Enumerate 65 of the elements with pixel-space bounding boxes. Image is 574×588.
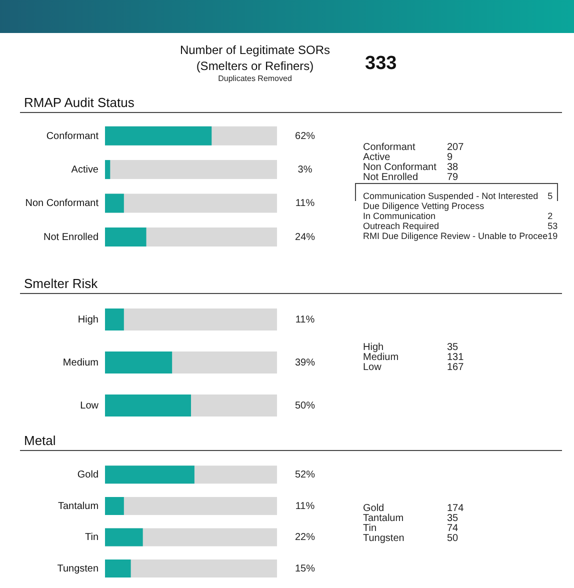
category-label: In Communication	[363, 211, 437, 221]
data-label: 2	[548, 211, 554, 221]
category-label: Not Enrolled	[363, 172, 420, 183]
category-label: Tin	[363, 523, 378, 534]
category-label: Communication Suspended - Not Interested	[363, 191, 540, 201]
category-label: Gold	[363, 503, 384, 514]
chart-title: RMAP Audit Status	[20, 95, 562, 113]
data-label: 79	[447, 172, 460, 183]
data-label: 52%	[294, 470, 316, 481]
data-label: 35	[447, 513, 460, 524]
y-tick-label: Non Conformant	[25, 198, 99, 210]
y-tick-label: Tungsten	[57, 564, 99, 575]
data-label: 207	[447, 142, 464, 153]
text: 333	[365, 53, 397, 75]
category-label: Active	[363, 152, 390, 163]
bar	[105, 227, 146, 246]
chart-title: Metal	[20, 433, 562, 451]
category-label: Outreach Required	[363, 221, 440, 231]
text: Duplicates Removed	[217, 74, 293, 83]
y-tick-label: Conformant	[46, 130, 99, 142]
y-tick-label: Tantalum	[58, 500, 99, 512]
data-label: 11%	[295, 500, 315, 512]
text: Number of Legitimate SORs (Smelters or Refiners)	[178, 42, 332, 74]
data-label: 22%	[294, 532, 316, 544]
y-tick-label: Gold	[77, 470, 99, 481]
data-label: 19	[548, 231, 558, 241]
y-tick-label: Low	[80, 400, 100, 412]
data-label: 167	[447, 362, 464, 373]
y-tick-label: High	[78, 314, 98, 326]
data-label: 24%	[295, 232, 316, 243]
category-label: Conformant	[363, 142, 416, 153]
category-label: Non Conformant	[363, 162, 438, 173]
data-label: 174	[447, 503, 464, 514]
data-label: 15%	[294, 564, 316, 575]
bar	[105, 560, 131, 578]
y-tick-label: Not Enrolled	[44, 232, 98, 243]
bar	[105, 528, 143, 546]
data-label: 50	[447, 533, 460, 544]
data-label: 74	[447, 523, 460, 534]
data-label: 11%	[295, 198, 315, 210]
data-label: 35	[447, 342, 460, 353]
bar	[105, 160, 110, 180]
data-label: 9	[447, 152, 454, 163]
y-tick-label: Medium	[62, 358, 98, 368]
data-label: 39%	[294, 358, 316, 368]
category-label: High	[363, 342, 384, 353]
chart-title: Smelter Risk	[20, 276, 562, 294]
data-label: 38	[447, 162, 460, 173]
category-label: Low	[363, 362, 382, 373]
y-tick-label: Tin	[85, 532, 99, 544]
data-label: 3%	[298, 164, 312, 176]
category-label: Tantalum	[363, 513, 405, 524]
data-label: 11%	[295, 314, 315, 326]
data-label: 131	[447, 352, 464, 363]
data-label: 5	[548, 191, 554, 201]
bar	[105, 496, 124, 515]
y-tick-label: Active	[71, 164, 99, 176]
bar	[105, 194, 124, 213]
data-label: 50%	[294, 400, 316, 412]
category-label: Tungsten	[363, 533, 406, 544]
data-label: 53	[548, 221, 558, 231]
category-label: Medium	[363, 352, 400, 363]
category-label: RMI Due Diligence Review - Unable to Procee	[363, 231, 548, 241]
category-label: Due Diligence Vetting Process	[363, 201, 486, 211]
data-label: 62%	[295, 130, 316, 142]
